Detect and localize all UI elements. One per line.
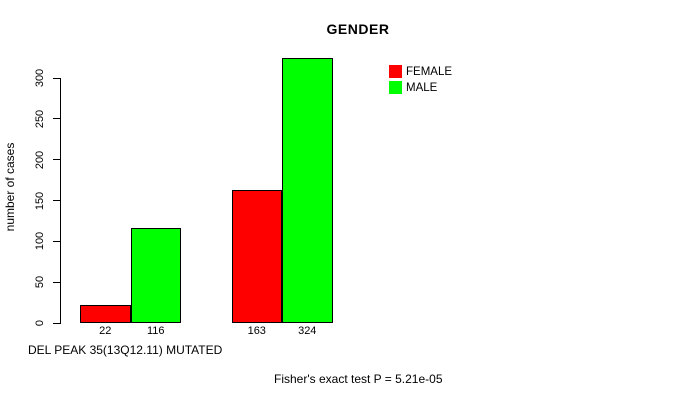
y-tick-mark (53, 118, 60, 120)
bar-value-label: 324 (298, 325, 317, 337)
y-tick-label: 0 (34, 319, 46, 327)
y-axis-line (60, 78, 61, 324)
y-tick-mark (53, 200, 60, 201)
bar-female-group2 (231, 189, 282, 323)
y-axis-title: number of cases (3, 142, 17, 232)
legend: FEMALE MALE (389, 65, 452, 97)
y-tick-mark (53, 322, 60, 324)
y-tick-label: 200 (34, 150, 46, 169)
y-tick-label: 100 (34, 232, 46, 251)
bar-value-label: 22 (99, 325, 112, 337)
bar-male-group2 (282, 58, 333, 323)
legend-swatch-icon (389, 65, 402, 78)
bar-value-label: 163 (247, 325, 266, 337)
legend-label: MALE (406, 81, 438, 94)
legend-label: FEMALE (406, 65, 453, 78)
bar-value-label: 116 (146, 325, 165, 337)
legend-row: FEMALE (389, 65, 452, 78)
y-tick-label: 300 (34, 68, 46, 88)
y-tick-label: 250 (34, 109, 46, 129)
y-tick-mark (53, 240, 60, 242)
y-tick-mark (53, 281, 60, 283)
fisher-test-annotation: Fisher's exact test P = 5.21e-05 (274, 372, 443, 386)
legend-swatch-icon (389, 81, 402, 94)
chart-title: GENDER (326, 21, 390, 37)
bar-female-group1 (80, 305, 131, 323)
y-tick-mark (53, 77, 60, 79)
x-axis-caption: DEL PEAK 35(13Q12.11) MUTATED (28, 343, 223, 357)
y-tick-label: 50 (34, 276, 46, 289)
y-tick-label: 150 (34, 191, 46, 210)
y-tick-mark (53, 159, 60, 161)
bar-male-group1 (130, 228, 181, 323)
legend-row: MALE (389, 81, 452, 94)
